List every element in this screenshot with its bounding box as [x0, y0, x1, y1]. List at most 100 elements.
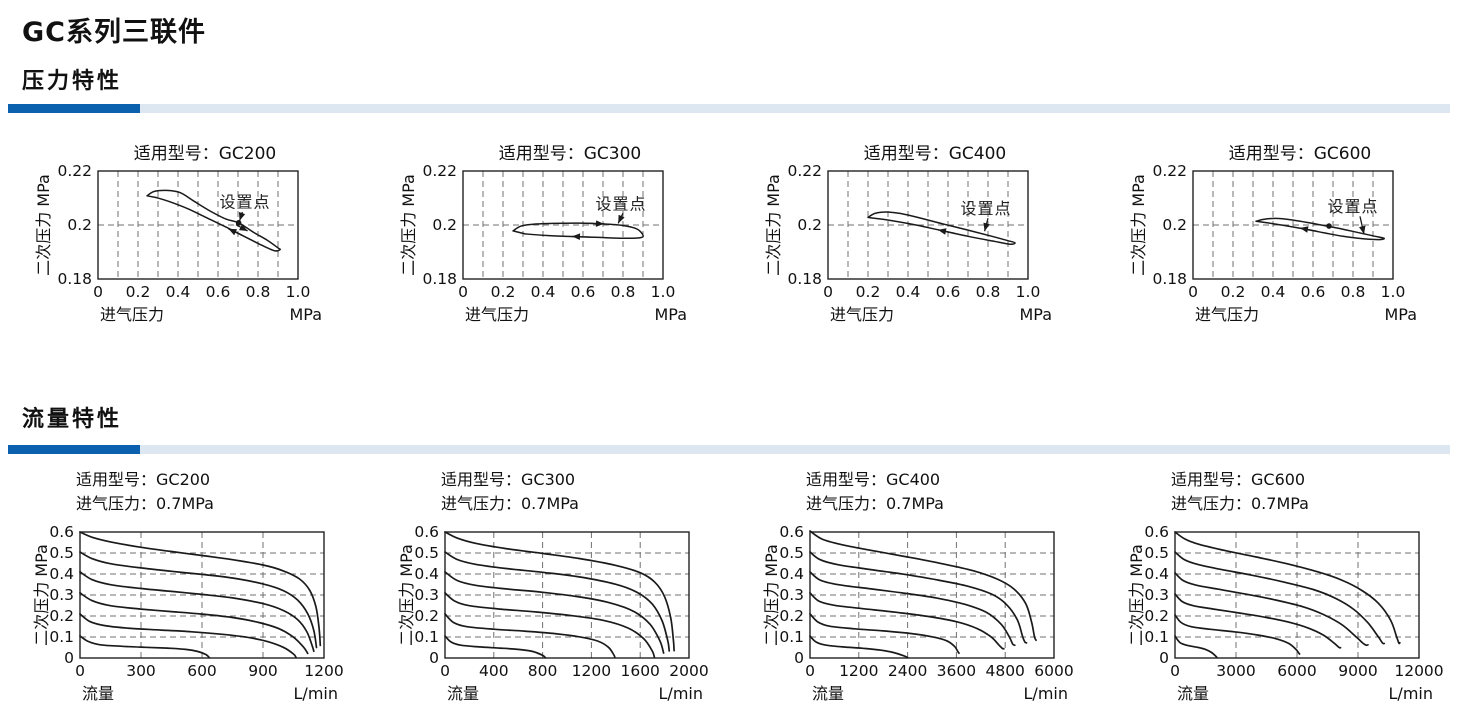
x-tick-label: 0.4 [896, 283, 921, 301]
y-tick-label: 0.6 [1144, 523, 1169, 541]
x-tick-label: 0 [458, 283, 468, 301]
series-curve [1255, 217, 1385, 241]
y-axis-label: 二次压力 MPa [34, 174, 53, 276]
x-axis-label: 进气压力 [1195, 305, 1259, 324]
setpoint-label: 设置点 [960, 199, 1011, 218]
setpoint-dot [1326, 223, 1332, 229]
pressure-charts-row: 适用型号：GC200 0 0.2 0.4 0.6 0.8 1.0 0.18 0.2 0.22 进气… [0, 139, 1463, 328]
y-axis-label: 二次压力 MPa [397, 544, 416, 646]
series-curve [1174, 572, 1369, 647]
pressure-plot-gc200: 0 0.2 0.4 0.6 0.8 1.0 0.18 0.2 0.22 进气压力 MPa 二次压力 M… [34, 163, 322, 324]
chart-subtitle: 进气压力：0.7MPa [76, 494, 214, 513]
pressure-chart-gc200: 适用型号：GC200 0 0.2 0.4 0.6 0.8 1.0 0.18 0.2 0.22 进气… [8, 139, 373, 328]
x-axis-label: 流量 [82, 684, 114, 703]
y-tick-label: 0.22 [787, 163, 822, 180]
section-heading-pressure: 压力特性 [22, 69, 123, 94]
arrowhead [618, 214, 625, 224]
y-tick-label: 0.5 [779, 544, 804, 562]
x-tick-label: 600 [187, 662, 217, 680]
arrowhead [983, 222, 990, 232]
chart-subtitle: 进气压力：0.7MPa [806, 494, 944, 513]
accent-bar [8, 104, 1450, 113]
series-curve [809, 571, 1016, 647]
x-tick-label: 1.0 [286, 283, 311, 301]
x-tick-label: 0.8 [611, 283, 636, 301]
x-axis-unit: L/min [659, 684, 703, 703]
y-tick-label: 0.4 [49, 565, 74, 583]
series-curve [809, 613, 960, 655]
series-curve [809, 530, 1037, 642]
section-heading-flow: 流量特性 [22, 407, 123, 432]
y-tick-label: 0.2 [414, 607, 439, 625]
setpoint-label: 设置点 [595, 194, 646, 213]
x-tick-label: 4800 [985, 662, 1024, 680]
y-tick-label: 0.5 [414, 544, 439, 562]
y-tick-label: 0.5 [1144, 544, 1169, 562]
y-axis-label: 二次压力 MPa [762, 544, 781, 646]
series-curve [146, 189, 282, 252]
series-curve [1174, 531, 1401, 645]
y-tick-label: 0.2 [432, 216, 457, 234]
x-axis-unit: MPa [1384, 305, 1417, 324]
y-tick-label: 0.3 [414, 586, 439, 604]
x-tick-label: 3000 [1216, 662, 1255, 680]
x-axis-unit: L/min [294, 684, 338, 703]
x-tick-label: 3600 [937, 662, 976, 680]
y-axis-label: 二次压力 MPa [1129, 174, 1148, 276]
plot-border [809, 531, 1055, 659]
arrowhead [572, 233, 581, 240]
y-tick-label: 0.22 [422, 163, 457, 180]
x-tick-label: 400 [479, 662, 509, 680]
accent-bar [8, 445, 1450, 454]
x-tick-label: 0 [1188, 283, 1198, 301]
y-axis-label: 二次压力 MPa [764, 174, 783, 276]
y-tick-label: 0.1 [1144, 628, 1169, 646]
y-tick-label: 0.18 [787, 270, 822, 288]
flow-chart-gc200: 适用型号：GC200 进气压力：0.7MPa 0 300 600 900 1200 0 0.… [8, 468, 373, 706]
x-tick-label: 0 [75, 662, 85, 680]
x-axis-label: 流量 [812, 684, 844, 703]
y-tick-label: 0.2 [49, 607, 74, 625]
x-axis-unit: L/min [1389, 684, 1433, 703]
x-tick-label: 1.0 [651, 283, 676, 301]
pressure-chart-gc400: 适用型号：GC400 0 0.2 0.4 0.6 0.8 1.0 0.18 0.2 0.22 进气… [738, 139, 1103, 328]
arrowhead [938, 228, 947, 235]
x-tick-label: 300 [126, 662, 156, 680]
x-tick-label: 0.2 [491, 283, 516, 301]
x-tick-label: 0.8 [1341, 283, 1366, 301]
y-tick-label: 0 [429, 649, 439, 667]
series-curve [79, 613, 297, 659]
pressure-chart-gc600: 适用型号：GC600 0 0.2 0.4 0.6 0.8 1.0 0.18 0.2 0.22 进气… [1103, 139, 1463, 328]
y-tick-label: 0.22 [1152, 163, 1187, 180]
x-tick-label: 2400 [888, 662, 927, 680]
chart-title: 适用型号：GC600 [1228, 144, 1372, 164]
y-tick-label: 0.3 [1144, 586, 1169, 604]
chart-title: 适用型号：GC400 [806, 470, 941, 489]
pressure-plot-gc300: 0 0.2 0.4 0.6 0.8 1.0 0.18 0.2 0.22 进气压力 MPa 二次压力 M… [399, 163, 687, 324]
series-curve [444, 551, 671, 652]
x-tick-label: 1.0 [1381, 283, 1406, 301]
x-tick-label: 900 [248, 662, 278, 680]
x-axis-unit: MPa [654, 305, 687, 324]
plot-border [97, 170, 299, 280]
series-curve [809, 592, 1005, 650]
flow-plot-gc400: 0 1200 2400 3600 4800 600000.10.20.30.40.50.6… [762, 523, 1074, 703]
setpoint-label: 设置点 [1327, 197, 1378, 216]
chart-title-block: 适用型号：GC300 进气压力：0.7MPa [441, 468, 738, 516]
y-tick-label: 0.4 [414, 565, 439, 583]
x-tick-label: 2000 [669, 662, 708, 680]
flow-chart-gc400: 适用型号：GC400 进气压力：0.7MPa 0 1200 2400 3600 4800… [738, 468, 1103, 706]
series-curve [809, 551, 1028, 644]
series-curve [1174, 614, 1301, 655]
arrowhead [1359, 225, 1366, 235]
chart-title-block: 适用型号：GC200 进气压力：0.7MPa [76, 468, 373, 516]
y-tick-label: 0.2 [1144, 607, 1169, 625]
series-curve [809, 635, 909, 659]
x-axis-unit: L/min [1024, 684, 1068, 703]
series-curve [444, 531, 675, 652]
y-tick-label: 0.2 [1162, 216, 1187, 234]
y-tick-label: 0 [64, 649, 74, 667]
y-tick-label: 0.3 [779, 586, 804, 604]
